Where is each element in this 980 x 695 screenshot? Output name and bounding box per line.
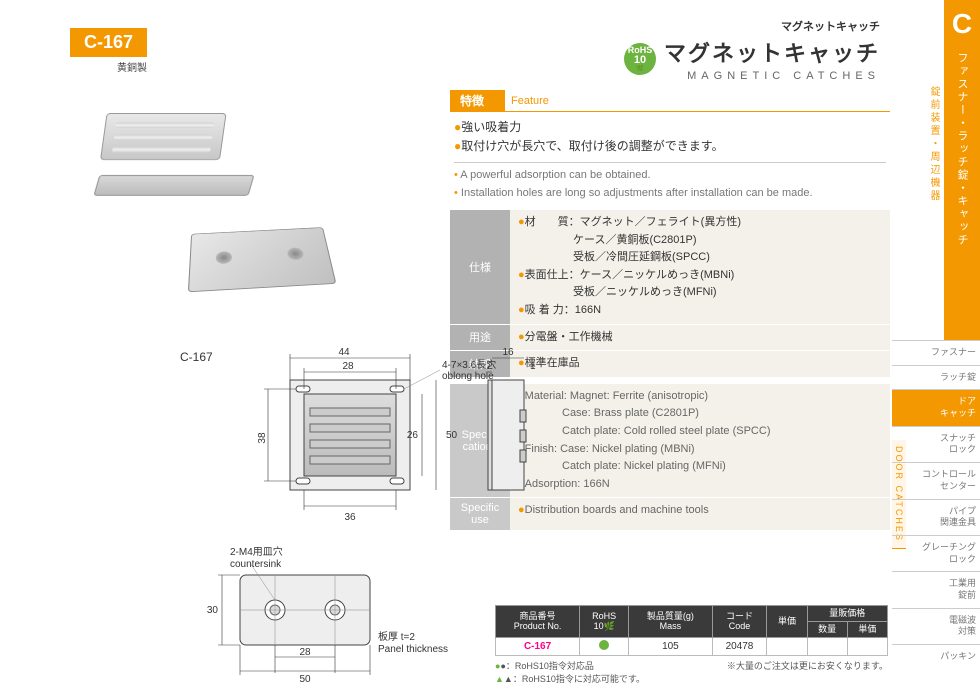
svg-text:16: 16	[502, 347, 514, 358]
product-photo	[70, 100, 350, 300]
svg-text:50: 50	[446, 430, 458, 441]
spec-label: 仕様	[450, 210, 510, 325]
side-tab-item[interactable]: パッキン	[892, 644, 980, 669]
product-code: C-167	[70, 28, 147, 57]
product-code-badge: C-167 黄銅製	[70, 28, 147, 74]
feature-bullet: ●強い吸着力	[454, 118, 886, 137]
header: マグネットキャッチ RoHS 10 🌿 マグネットキャッチ MAGNETIC C…	[624, 18, 880, 82]
spec-content: ●標準在庫品	[510, 351, 890, 378]
side-tab-item[interactable]: パイプ 関連金具	[892, 499, 980, 535]
svg-text:Panel thickness: Panel thickness	[378, 644, 448, 655]
drawing-plate: 2-M4用皿穴 countersink 30 28 50 板厚 t=2 Pane…	[200, 545, 450, 685]
side-tab-item[interactable]: グレーチング ロック	[892, 535, 980, 571]
category-small: マグネットキャッチ	[624, 18, 880, 34]
spec-content: ●Material: Magnet: Ferrite (anisotropic)…	[510, 384, 890, 499]
feature-bullet: ●取付け穴が長穴で、取付け後の調整ができます。	[454, 137, 886, 156]
feature-heading: 特徴 Feature	[450, 90, 890, 112]
drawing-front: 44 28 4-7×3.6長穴 oblong hole 38 26 50 36 …	[260, 330, 540, 530]
product-name-jp: マグネットキャッチ	[664, 36, 880, 68]
svg-text:2-M4用皿穴: 2-M4用皿穴	[230, 545, 283, 558]
spec-content: ●材 質：マグネット／フェライト(異方性) ケース／黄銅板(C2801P) 受板…	[510, 210, 890, 325]
feature-bullet-en: • Installation holes are long so adjustm…	[454, 185, 886, 203]
product-table: 商品番号Product No. RoHS10🌿 製品質量(g)Mass コードC…	[495, 605, 888, 687]
svg-text:26: 26	[407, 430, 419, 441]
feature-bullet-en: • A powerful adsorption can be obtained.	[454, 167, 886, 185]
svg-text:1: 1	[530, 361, 536, 372]
svg-text:30: 30	[207, 605, 219, 616]
svg-text:44: 44	[338, 347, 350, 358]
svg-text:38: 38	[257, 432, 268, 444]
svg-text:countersink: countersink	[230, 559, 282, 570]
side-tab-item[interactable]: スナッチ ロック	[892, 426, 980, 462]
side-tab-item[interactable]: ドア キャッチ	[892, 389, 980, 425]
side-category-tab: C ファスナー・ラッチ錠・キャッチ	[944, 0, 980, 340]
table-row: C-167 105 20478	[496, 637, 888, 655]
rohs-badge-icon: RoHS 10 🌿	[624, 43, 656, 75]
svg-text:28: 28	[342, 361, 354, 372]
side-tab-item[interactable]: ラッチ錠	[892, 365, 980, 390]
side-tab-item[interactable]: ファスナー	[892, 340, 980, 365]
spec-row: 仕様●材 質：マグネット／フェライト(異方性) ケース／黄銅板(C2801P) …	[450, 210, 890, 325]
rohs-dot-icon	[599, 640, 609, 650]
svg-text:板厚 t=2: 板厚 t=2	[378, 630, 415, 643]
spec-content: ●分電盤・工作機械	[510, 325, 890, 352]
feature-list: ●強い吸着力●取付け穴が長穴で、取付け後の調整ができます。 • A powerf…	[454, 118, 886, 203]
side-tabs: ファスナーラッチ錠ドア キャッチスナッチ ロックコントロール センターパイプ 関…	[892, 340, 980, 669]
product-material-note: 黄銅製	[70, 59, 147, 74]
svg-text:28: 28	[299, 647, 311, 658]
drawing-label: C-167	[180, 350, 213, 364]
side-tab-item[interactable]: 電磁波 対策	[892, 608, 980, 644]
side-tab-item[interactable]: 工業用 錠前	[892, 571, 980, 607]
side-category-sub: 錠前装置・周辺機器	[923, 82, 941, 207]
svg-text:36: 36	[344, 512, 356, 523]
svg-text:2: 2	[487, 361, 493, 372]
svg-text:50: 50	[299, 674, 311, 685]
spec-content: ●Distribution boards and machine tools	[510, 498, 890, 531]
svg-text:oblong hole: oblong hole	[442, 371, 494, 382]
product-name-en: MAGNETIC CATCHES	[664, 70, 880, 82]
side-tab-item[interactable]: コントロール センター	[892, 462, 980, 498]
